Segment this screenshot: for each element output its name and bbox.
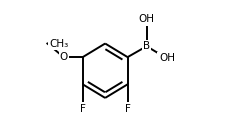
Text: OH: OH [138, 14, 154, 24]
Text: O: O [59, 52, 67, 62]
Text: B: B [143, 41, 150, 51]
Text: F: F [79, 104, 85, 114]
Text: CH₃: CH₃ [49, 38, 68, 49]
Text: F: F [124, 104, 130, 114]
Text: OH: OH [158, 53, 174, 64]
